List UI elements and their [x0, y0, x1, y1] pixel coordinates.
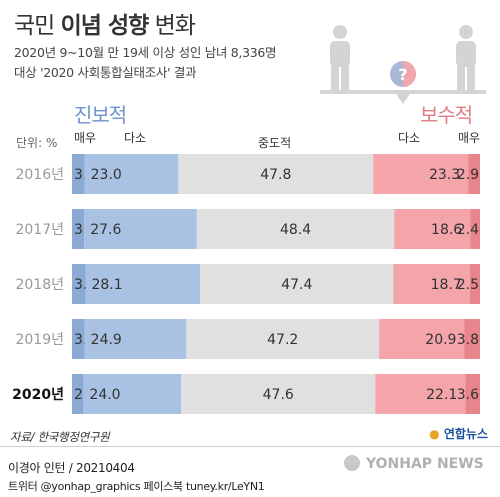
- col-somewhat-left: 다소: [124, 131, 147, 145]
- conservative-label: 보수적: [420, 103, 473, 127]
- col-very-left: 매우: [74, 131, 97, 145]
- bar-segment: [178, 154, 374, 194]
- bar-segment: [469, 264, 480, 304]
- value-label: 20.9: [425, 332, 456, 348]
- value-label: 24.9: [91, 332, 122, 348]
- year-label: 2019년: [15, 332, 64, 348]
- bar-segment: [468, 154, 480, 194]
- bar-segment: [393, 264, 470, 304]
- bar-segment: [85, 264, 201, 304]
- bar-segment: [84, 319, 187, 359]
- balance-scale-icon: ?: [320, 25, 486, 104]
- value-label: 28.1: [91, 277, 122, 293]
- bar-segment: [186, 319, 380, 359]
- col-moderate: 중도적: [258, 136, 292, 150]
- value-label: 18.6: [431, 222, 462, 238]
- year-label: 2020년: [12, 387, 64, 403]
- social-credit: 트위터 @yonhap_graphics 페이스북 tuney.kr/LeYN1: [8, 480, 265, 493]
- bar-segment: [83, 374, 182, 414]
- bar-segment: [373, 154, 469, 194]
- bar-segment: [181, 374, 376, 414]
- svg-text:?: ?: [398, 65, 407, 84]
- value-label: 3.8: [457, 332, 479, 348]
- value-label: 48.4: [280, 222, 311, 238]
- bar-segment: [72, 264, 86, 304]
- bar-segment: [72, 209, 85, 249]
- bar-segment: [375, 374, 466, 414]
- bar-segment: [394, 209, 471, 249]
- value-label: 47.2: [267, 332, 298, 348]
- value-label: 47.8: [260, 167, 291, 183]
- value-label: 18.7: [431, 277, 462, 293]
- value-label: 22.1: [426, 387, 457, 403]
- bar-segment: [72, 319, 85, 359]
- bar-segment: [196, 209, 395, 249]
- bar-segment: [465, 374, 480, 414]
- brand-text: YONHAP NEWS: [365, 456, 484, 472]
- brand-banner: YONHAP NEWS: [300, 451, 500, 475]
- progressive-label: 진보적: [74, 103, 127, 127]
- subtitle-source: 대상 '2020 사회통합실태조사' 결과: [14, 65, 197, 80]
- bar-segment: [84, 209, 197, 249]
- bar-segment: [379, 319, 465, 359]
- value-label: 23.0: [91, 167, 122, 183]
- value-label: 2.5: [457, 277, 479, 293]
- unit-label: 단위: %: [16, 136, 58, 150]
- year-label: 2017년: [15, 222, 64, 238]
- subtitle-survey: 2020년 9~10월 만 19세 이상 성인 남녀 8,336명: [14, 45, 277, 60]
- yonhap-logo: ● 연합뉴스: [429, 427, 488, 441]
- page-title: 국민 이념 성향 변화: [14, 13, 196, 39]
- year-label: 2018년: [15, 277, 64, 293]
- bar-segment: [464, 319, 480, 359]
- value-label: 24.0: [89, 387, 120, 403]
- value-label: 2.9: [457, 167, 479, 183]
- source-note: 자료/ 한국행정연구원: [10, 430, 110, 444]
- value-label: 23.3: [429, 167, 460, 183]
- bar-segment: [72, 374, 84, 414]
- col-somewhat-right: 다소: [398, 131, 421, 145]
- col-very-right: 매우: [458, 131, 481, 145]
- bar-segment: [84, 154, 179, 194]
- bar-segment: [200, 264, 394, 304]
- stacked-bar-chart: 2016년3.123.047.823.32.92017년3.027.648.41…: [12, 154, 480, 414]
- value-label: 47.4: [281, 277, 312, 293]
- divider: [0, 446, 500, 447]
- bar-segment: [72, 154, 85, 194]
- author-credit: 이경아 인턴 / 20210404: [8, 461, 135, 475]
- value-label: 2.4: [457, 222, 479, 238]
- value-label: 47.6: [263, 387, 294, 403]
- value-label: 3.6: [457, 387, 479, 403]
- year-label: 2016년: [15, 167, 64, 183]
- bar-segment: [470, 209, 480, 249]
- value-label: 27.6: [90, 222, 121, 238]
